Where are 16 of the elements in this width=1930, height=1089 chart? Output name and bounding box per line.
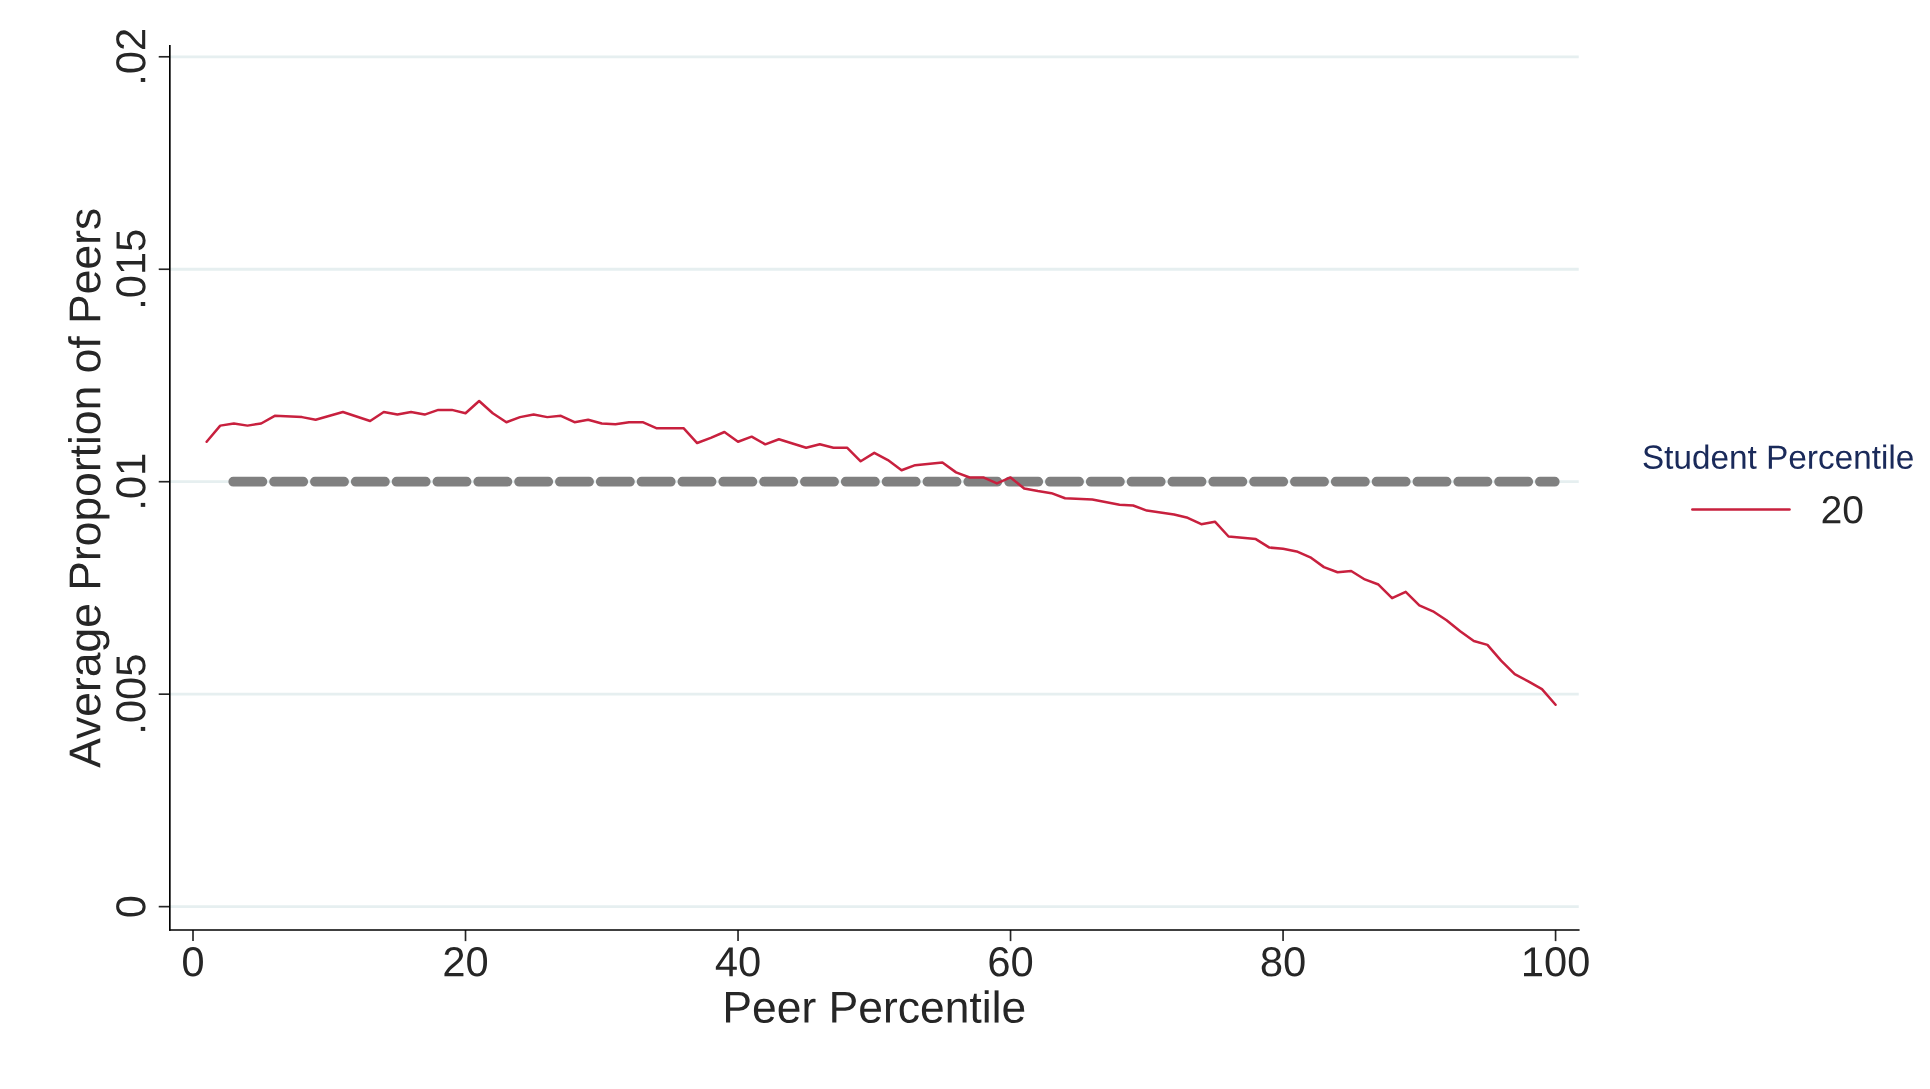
x-axis-title: Peer Percentile [726, 990, 1025, 1024]
y-axis-title: Average Proportion of Peers [68, 209, 110, 768]
x-tick-label: 60 [989, 947, 1033, 977]
y-tick-label: .02 [116, 29, 146, 82]
legend-label: 20 [1822, 496, 1863, 524]
x-tick-label: 20 [444, 947, 488, 977]
x-tick-label: 80 [1261, 947, 1305, 977]
line-series [205, 399, 1557, 707]
x-tick-label: 40 [715, 947, 760, 977]
y-tick-label: 0 [116, 896, 146, 917]
y-tick-label: .01 [116, 454, 146, 507]
x-tick-label: 0 [183, 947, 203, 977]
y-tick-label: .005 [116, 655, 146, 731]
y-tick-label: .015 [116, 230, 146, 306]
legend-title: Student Percentile [1643, 444, 1913, 469]
x-tick-label: 100 [1524, 947, 1589, 977]
